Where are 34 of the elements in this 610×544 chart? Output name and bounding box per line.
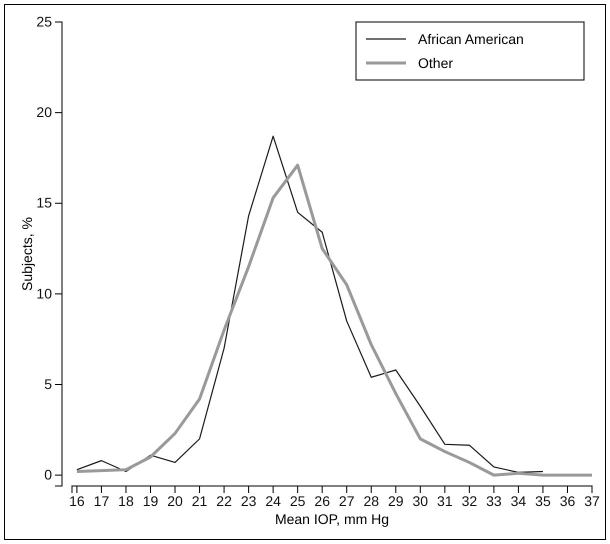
x-tick-label: 37 [584,492,600,509]
y-axis-title: Subjects, % [19,217,35,291]
x-tick-label: 17 [94,492,110,509]
x-tick-label: 35 [535,492,551,509]
y-tick-label: 5 [44,376,52,392]
x-tick-label: 32 [462,492,478,509]
x-tick-label: 20 [167,492,184,509]
x-tick-label: 25 [290,492,306,509]
x-tick-label: 23 [240,492,257,509]
x-tick-label: 28 [363,492,380,509]
x-axis-title: Mean IOP, mm Hg [274,511,390,527]
x-tick-label: 26 [314,492,330,509]
legend-label: Other [418,55,454,71]
x-tick-label: 29 [388,492,404,509]
legend-label: African American [418,31,524,47]
y-tick-label: 20 [36,104,52,120]
y-tick-label: 10 [36,285,52,302]
x-tick-label: 33 [486,492,502,509]
y-tick-label: 0 [44,466,52,483]
x-tick-label: 31 [437,492,453,509]
x-tick-label: 18 [118,492,134,509]
line-series [75,164,594,477]
x-tick-label: 24 [265,492,282,509]
x-tick-label: 19 [142,492,158,509]
line-series [76,136,544,474]
y-tick-label: 15 [36,194,52,211]
y-tick-label: 25 [36,13,52,30]
x-tick-label: 22 [216,492,232,509]
x-tick-label: 30 [412,492,428,509]
x-tick-label: 27 [338,492,355,509]
x-tick-label: 16 [69,492,85,509]
x-tick-label: 36 [560,492,576,509]
x-tick-label: 21 [192,492,208,509]
x-tick-label: 34 [510,492,526,509]
